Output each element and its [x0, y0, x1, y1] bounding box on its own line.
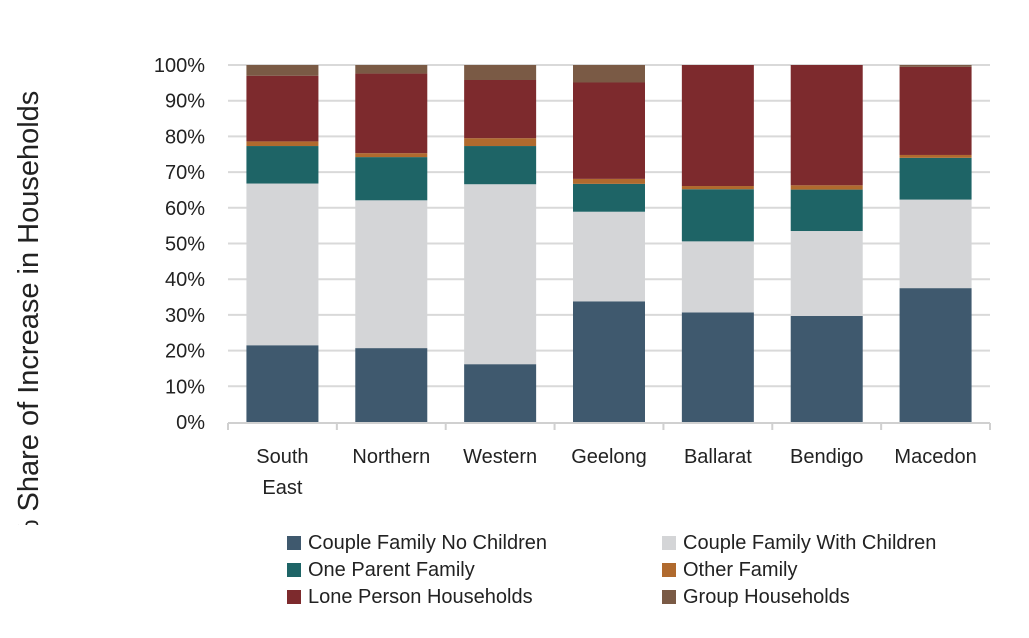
- bar-stack: [899, 65, 972, 422]
- bar-stack: [573, 65, 645, 422]
- bar-segment: [899, 157, 972, 200]
- x-tick-label: Geelong: [571, 446, 647, 468]
- bar-stacks: [246, 65, 972, 422]
- bar-segment: [464, 364, 537, 422]
- bar-segment: [246, 345, 319, 422]
- bar-segment: [899, 65, 972, 67]
- bar-stack: [355, 65, 428, 422]
- legend-label: Couple Family With Children: [683, 531, 937, 554]
- legend-label: Other Family: [683, 558, 798, 581]
- legend-label: Group Households: [683, 585, 850, 608]
- x-tick-label: Northern: [352, 446, 430, 468]
- legend-swatch: [662, 536, 676, 550]
- bar-segment: [246, 146, 319, 184]
- bar-stack: [246, 65, 319, 422]
- bar-segment: [899, 288, 972, 422]
- bar-segment: [790, 231, 863, 316]
- bar-segment: [246, 141, 319, 147]
- bar-segment: [355, 157, 428, 201]
- legend-swatch: [287, 590, 301, 604]
- y-tick-label: 70%: [165, 162, 205, 184]
- bar-segment: [681, 189, 754, 242]
- bar-segment: [681, 241, 754, 313]
- bar-segment: [573, 178, 645, 184]
- bar-segment: [573, 65, 645, 83]
- bar-segment: [899, 154, 972, 158]
- y-tick-label: 20%: [165, 341, 205, 363]
- legend-item: Lone Person Households: [287, 585, 662, 609]
- bar-segment: [681, 65, 754, 187]
- y-axis-label: % Share of Increase in Households: [13, 91, 45, 525]
- legend-swatch: [662, 590, 676, 604]
- x-tick-label: Bendigo: [790, 446, 863, 468]
- bar-segment: [464, 138, 537, 147]
- bar-stack: [464, 65, 537, 422]
- legend-item: Couple Family No Children: [287, 531, 662, 555]
- x-tick-label: Western: [463, 446, 537, 468]
- legend: Couple Family No Children Couple Family W…: [287, 531, 1007, 609]
- legend-item: One Parent Family: [287, 558, 662, 582]
- bar-segment: [355, 65, 428, 74]
- y-tick-label: 10%: [165, 376, 205, 398]
- y-tick-label: 50%: [165, 234, 205, 256]
- y-tick-labels: 0% 10% 20% 30% 40% 50% 60% 70% 80% 90% 100%: [154, 55, 205, 434]
- bar-segment: [355, 73, 428, 154]
- x-tick-label: Ballarat: [684, 446, 752, 468]
- bar-segment: [681, 312, 754, 422]
- y-tick-label: 30%: [165, 305, 205, 327]
- x-axis: [227, 422, 991, 430]
- legend-label: Lone Person Households: [308, 585, 533, 608]
- legend-label: Couple Family No Children: [308, 531, 547, 554]
- bar-segment: [899, 66, 972, 155]
- bar-segment: [790, 189, 863, 232]
- x-tick-label: Macedon: [894, 446, 976, 468]
- legend-label: One Parent Family: [308, 558, 475, 581]
- y-tick-label: 60%: [165, 198, 205, 220]
- bar-segment: [573, 183, 645, 212]
- legend-item: Other Family: [662, 558, 1007, 582]
- legend-swatch: [287, 536, 301, 550]
- y-tick-label: 40%: [165, 269, 205, 291]
- x-tick-label: South East: [256, 446, 308, 499]
- bar-stack: [681, 65, 754, 422]
- bar-segment: [790, 65, 863, 186]
- bar-segment: [355, 200, 428, 349]
- bar-segment: [355, 153, 428, 158]
- bar-segment: [790, 315, 863, 422]
- legend-item: Couple Family With Children: [662, 531, 1007, 555]
- bar-segment: [573, 211, 645, 302]
- stacked-bar-chart: 0% 10% 20% 30% 40% 50% 60% 70% 80% 90% 100% South E…: [13, 55, 991, 525]
- y-tick-label: 0%: [176, 412, 205, 434]
- bar-segment: [355, 348, 428, 422]
- bar-segment: [899, 199, 972, 289]
- y-tick-label: 100%: [154, 55, 205, 77]
- legend-item: Group Households: [662, 585, 1007, 609]
- bar-segment: [681, 186, 754, 190]
- legend-swatch: [287, 563, 301, 577]
- bar-segment: [464, 79, 537, 139]
- y-tick-label: 80%: [165, 126, 205, 148]
- bar-stack: [790, 65, 863, 422]
- bar-segment: [246, 183, 319, 346]
- x-tick-labels: South East Northern Western Geelong Ballarat B…: [256, 446, 976, 499]
- legend-swatch: [662, 563, 676, 577]
- bar-segment: [790, 185, 863, 190]
- bar-segment: [246, 65, 319, 76]
- bar-segment: [573, 301, 645, 422]
- bar-segment: [573, 82, 645, 179]
- bar-segment: [464, 146, 537, 185]
- y-tick-label: 90%: [165, 91, 205, 113]
- bar-segment: [464, 65, 537, 80]
- bar-segment: [246, 75, 319, 142]
- bar-segment: [464, 184, 537, 365]
